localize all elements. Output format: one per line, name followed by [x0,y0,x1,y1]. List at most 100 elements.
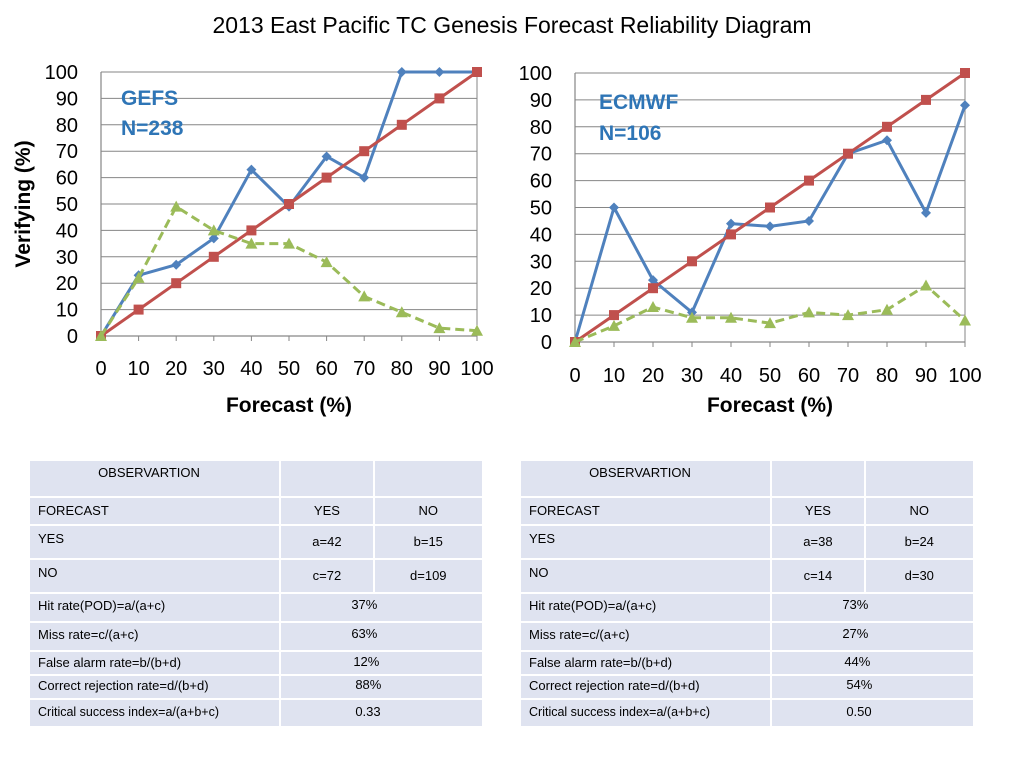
data-point [283,237,295,249]
cell-a: a=38 [772,526,864,558]
data-point [765,221,775,232]
col-no-label: NO [374,498,482,524]
y-tick-label: 30 [530,251,552,273]
data-point [725,311,737,323]
data-point [321,172,332,183]
data-point [170,200,183,212]
x-tick-label: 80 [876,365,898,387]
y-tick-label: 90 [56,88,78,110]
y-tick-label: 20 [530,278,552,300]
data-point [609,310,619,321]
metric-label: False alarm rate=b/(b+d) [521,652,771,674]
data-point [171,259,182,270]
data-point [609,202,619,213]
data-point [246,225,257,236]
data-point [765,202,775,213]
data-point [569,336,581,347]
data-point [842,309,854,321]
col-no-label: NO [865,498,973,524]
col-yes-label: YES [772,498,864,524]
data-point [396,67,407,77]
metric-label: Correct rejection rate=d/(b+d) [30,676,280,698]
x-tick-label: 0 [95,358,106,380]
data-point [764,317,776,329]
x-tick-label: 70 [837,365,859,387]
y-tick-label: 0 [541,332,552,354]
data-point [648,283,658,294]
y-tick-label: 0 [67,326,78,348]
metric-label: Critical success index=a/(a+b+c) [521,700,771,726]
chart-annotation: N=238 [121,117,184,140]
observation-label: OBSERVARTION [589,465,691,480]
metric-label: Miss rate=c/(a+c) [30,623,280,650]
data-point [882,121,892,132]
chart-annotation: GEFS [121,87,178,110]
x-tick-label: 10 [127,358,149,380]
x-tick-label: 100 [948,365,981,387]
metric-value: 54% [772,676,973,698]
data-point [881,303,893,315]
cell-b: b=15 [374,526,482,558]
y-tick-label: 50 [530,198,552,220]
data-point [208,251,219,262]
forecast-label: FORECAST [30,498,280,524]
data-point [804,215,814,226]
data-point [395,306,408,318]
cell-b: b=24 [865,526,973,558]
metric-value: 44% [772,652,973,674]
x-tick-label: 60 [798,365,820,387]
data-point [726,218,736,229]
data-point [726,229,736,240]
x-tick-label: 20 [165,358,187,380]
x-tick-label: 40 [240,358,262,380]
cell-c: c=14 [772,560,864,592]
cell-a: a=42 [281,526,373,558]
x-tick-label: 10 [603,365,625,387]
metric-value: 73% [772,594,973,621]
data-point [245,237,258,249]
data-point [921,94,931,105]
observation-label: OBSERVARTION [98,465,200,480]
cell-d: d=30 [865,560,973,592]
metric-label: Hit rate(POD)=a/(a+c) [30,594,280,621]
y-tick-label: 100 [519,63,552,85]
forecast-label: FORECAST [521,498,771,524]
cell-d: d=109 [374,560,482,592]
y-tick-label: 50 [56,194,78,216]
data-point [959,314,971,326]
series-line [574,284,967,344]
data-point [208,233,219,244]
data-point [433,322,446,334]
y-tick-label: 20 [56,273,78,295]
metric-value: 27% [772,623,973,650]
chart-annotation: ECMWF [599,91,678,114]
y-tick-label: 40 [56,220,78,242]
data-point [687,256,697,267]
page-title: 2013 East Pacific TC Genesis Forecast Re… [212,12,812,38]
x-tick-label: 90 [915,365,937,387]
metric-label: False alarm rate=b/(b+d) [30,652,280,674]
x-tick-label: 50 [759,365,781,387]
data-point [803,306,815,318]
data-point [95,330,107,341]
data-point [471,324,483,336]
row-yes-label: YES [30,526,280,558]
y-tick-label: 40 [530,224,552,246]
data-point [246,164,257,175]
x-tick-label: 100 [460,358,493,380]
data-point [843,148,853,159]
data-point [133,304,144,315]
data-point [132,271,145,283]
x-tick-label: 80 [391,358,413,380]
metric-value: 0.33 [281,700,482,726]
x-tick-label: 0 [569,365,580,387]
x-tick-label: 50 [278,358,300,380]
data-point [321,151,332,162]
row-no-label: NO [521,560,771,592]
col-yes-label: YES [281,498,373,524]
row-yes-label: YES [521,526,771,558]
data-point [358,290,371,302]
y-tick-label: 10 [530,305,552,327]
